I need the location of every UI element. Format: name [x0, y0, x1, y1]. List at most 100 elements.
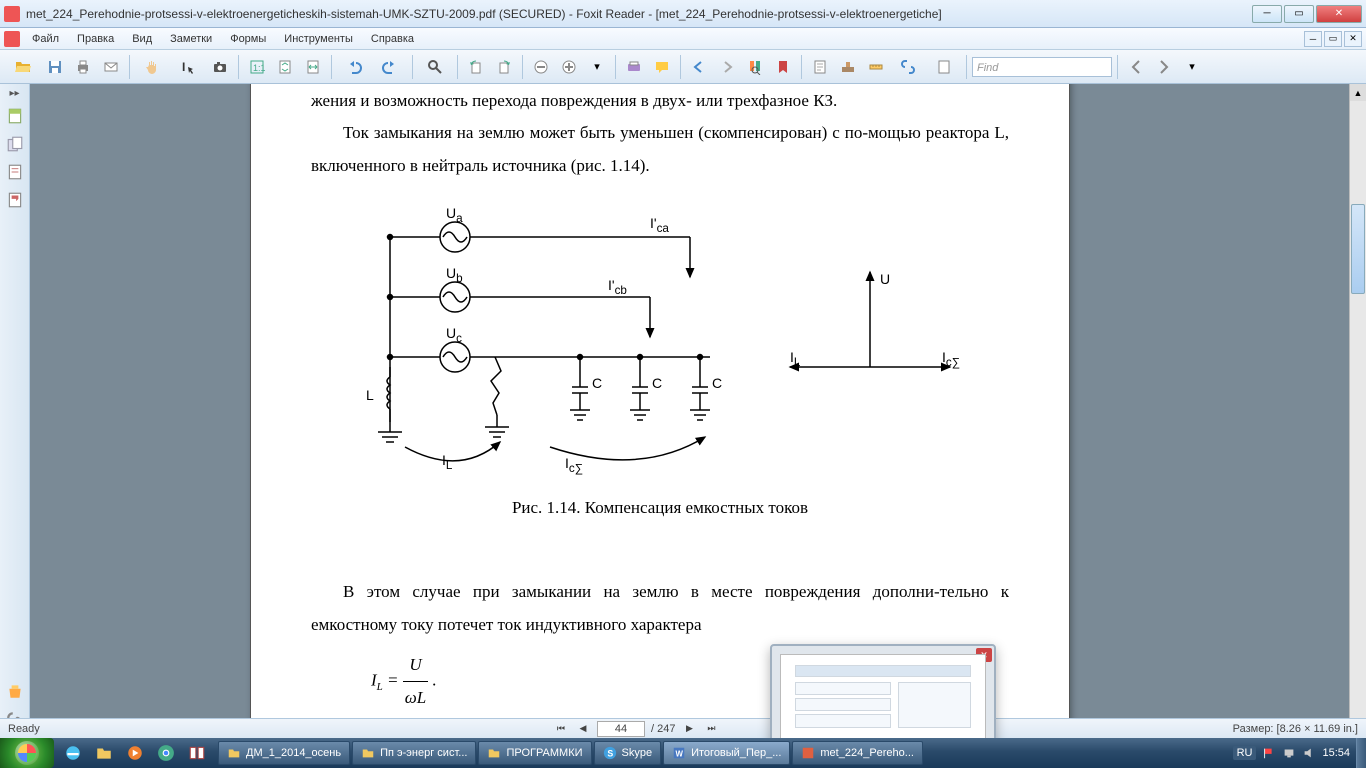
tray-volume-icon[interactable] [1302, 746, 1316, 760]
find-next-button[interactable] [1151, 54, 1177, 80]
menu-edit[interactable]: Правка [69, 31, 122, 47]
search-button[interactable] [742, 54, 768, 80]
menu-notes[interactable]: Заметки [162, 31, 220, 47]
print-button[interactable] [70, 54, 96, 80]
note-button[interactable] [649, 54, 675, 80]
pages-panel-icon[interactable] [4, 133, 26, 155]
svg-text:I: I [182, 60, 185, 74]
select-tool-button[interactable]: I [171, 54, 205, 80]
quick-launch [58, 740, 212, 766]
bookmarks-panel-icon[interactable] [4, 105, 26, 127]
zoom-button[interactable] [418, 54, 452, 80]
save-button[interactable] [42, 54, 68, 80]
page-number-input[interactable]: 44 [597, 721, 645, 737]
zoom-in-button[interactable] [556, 54, 582, 80]
paragraph-2: Ток замыкания на землю может быть уменьш… [311, 117, 1009, 182]
tray-network-icon[interactable] [1282, 746, 1296, 760]
task-skype[interactable]: SSkype [594, 741, 662, 765]
foxit-icon[interactable] [4, 31, 20, 47]
explorer-icon[interactable] [89, 740, 119, 766]
menu-view[interactable]: Вид [124, 31, 160, 47]
mdi-close-button[interactable]: ✕ [1344, 31, 1362, 47]
scroll-up-button[interactable]: ▲ [1350, 84, 1366, 101]
stamp-button[interactable] [835, 54, 861, 80]
mdi-restore-button[interactable]: ▭ [1324, 31, 1342, 47]
hand-tool-button[interactable] [135, 54, 169, 80]
clock[interactable]: 15:54 [1322, 747, 1350, 759]
find-prev-button[interactable] [1123, 54, 1149, 80]
first-page-button[interactable]: ⏮ [553, 721, 569, 737]
mdi-minimize-button[interactable]: ─ [1304, 31, 1322, 47]
ie-icon[interactable] [58, 740, 88, 766]
typewriter-button[interactable] [621, 54, 647, 80]
task-word[interactable]: WИтоговый_Пер_... [663, 741, 790, 765]
show-desktop-button[interactable] [1356, 738, 1366, 768]
zoom-level-button[interactable]: ▾ [584, 54, 610, 80]
prev-page-button[interactable]: ◀ [575, 721, 591, 737]
ruler-button[interactable] [863, 54, 889, 80]
page-navigator: ⏮ ◀ 44 / 247 ▶ ⏭ [40, 721, 1233, 737]
menu-tools[interactable]: Инструменты [276, 31, 361, 47]
page-total: / 247 [651, 723, 675, 735]
next-page-button[interactable]: ▶ [681, 721, 697, 737]
preview-thumbnail[interactable] [780, 654, 986, 742]
app-icon [4, 6, 20, 22]
layers-panel-icon[interactable] [4, 161, 26, 183]
last-page-button[interactable]: ⏭ [703, 721, 719, 737]
tc-icon[interactable] [182, 740, 212, 766]
zoom-out-button[interactable] [528, 54, 554, 80]
attachments-panel-icon[interactable] [4, 680, 26, 702]
rotate-right-button[interactable] [491, 54, 517, 80]
vertical-scrollbar[interactable]: ▲ ▼ [1349, 84, 1366, 738]
task-folder-1[interactable]: ДМ_1_2014_осень [218, 741, 350, 765]
text-viewer-button[interactable] [807, 54, 833, 80]
label-c2: C [652, 370, 662, 397]
label-il: IL [442, 447, 452, 477]
main-toolbar: I 1:1 ▾ Find ▾ [0, 50, 1366, 84]
scroll-thumb[interactable] [1351, 204, 1365, 294]
label-uc: Uc [446, 320, 462, 350]
open-button[interactable] [6, 54, 40, 80]
task-foxit[interactable]: met_224_Pereho... [792, 741, 923, 765]
label-ica: I'ca [650, 210, 669, 240]
language-indicator[interactable]: RU [1233, 746, 1257, 760]
fit-width-button[interactable] [300, 54, 326, 80]
task-folder-2[interactable]: Пп э-энерг сист... [352, 741, 476, 765]
label-l: L [366, 382, 374, 409]
snapshot-button[interactable] [207, 54, 233, 80]
task-folder-3[interactable]: ПРОГРАММКИ [478, 741, 591, 765]
tray-flag-icon[interactable] [1262, 746, 1276, 760]
find-input[interactable]: Find [972, 57, 1112, 77]
undo-button[interactable] [337, 54, 371, 80]
prev-view-button[interactable] [686, 54, 712, 80]
sidebar-collapse-button[interactable]: ▸▸ [9, 88, 19, 99]
label-ub: Ub [446, 260, 463, 290]
menu-forms[interactable]: Формы [222, 31, 274, 47]
svg-text:W: W [676, 750, 684, 759]
comments-panel-icon[interactable] [4, 189, 26, 211]
bookmark-button[interactable] [770, 54, 796, 80]
menu-help[interactable]: Справка [363, 31, 422, 47]
minimize-button[interactable]: ─ [1252, 5, 1282, 23]
actual-size-button[interactable]: 1:1 [244, 54, 270, 80]
label-c3: C [712, 370, 722, 397]
fit-page-button[interactable] [272, 54, 298, 80]
label-icb: I'cb [608, 272, 627, 302]
start-button[interactable] [0, 738, 54, 768]
chrome-icon[interactable] [151, 740, 181, 766]
link-button[interactable] [891, 54, 925, 80]
figure-caption: Рис. 1.14. Компенсация емкостных токов [311, 492, 1009, 524]
maximize-button[interactable]: ▭ [1284, 5, 1314, 23]
email-button[interactable] [98, 54, 124, 80]
media-player-icon[interactable] [120, 740, 150, 766]
doc-button[interactable] [927, 54, 961, 80]
rotate-left-button[interactable] [463, 54, 489, 80]
redo-button[interactable] [373, 54, 407, 80]
close-button[interactable]: ✕ [1316, 5, 1362, 23]
pdf-page[interactable]: жения и возможность перехода повреждения… [250, 84, 1070, 738]
menu-file[interactable]: Файл [24, 31, 67, 47]
find-menu-button[interactable]: ▾ [1179, 54, 1205, 80]
title-bar: met_224_Perehodnie-protsessi-v-elektroen… [0, 0, 1366, 28]
next-view-button[interactable] [714, 54, 740, 80]
label-il2: IL [790, 344, 800, 374]
